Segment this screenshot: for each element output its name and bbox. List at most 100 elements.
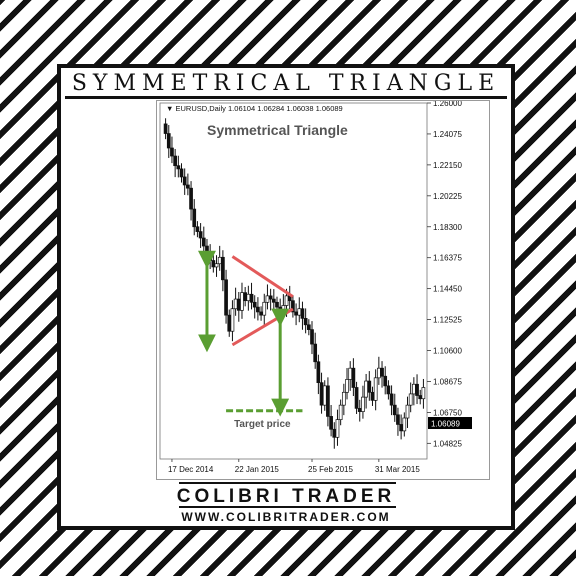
- candle-body: [354, 387, 359, 409]
- candle-body: [399, 424, 403, 432]
- y-tick-label: 1.20225: [433, 192, 462, 201]
- candle-body: [300, 308, 305, 319]
- triangle-upper-line: [231, 255, 294, 298]
- candle-body: [230, 308, 235, 332]
- candle-body: [319, 382, 324, 406]
- y-tick-label: 1.18300: [433, 223, 462, 232]
- candle-body: [322, 385, 327, 406]
- candle-body: [351, 367, 356, 388]
- current-price-tag: [428, 417, 472, 430]
- candle-body: [313, 343, 318, 363]
- candle-body: [303, 318, 308, 326]
- candle-body: [396, 414, 400, 425]
- brand-url: WWW.COLIBRITRADER.COM: [181, 510, 391, 524]
- candle-body: [192, 208, 197, 228]
- candle-body: [421, 387, 426, 400]
- candle-body: [332, 428, 337, 438]
- candle-body: [364, 380, 368, 398]
- title-divider: [65, 96, 507, 99]
- y-tick-label: 1.12525: [433, 316, 462, 325]
- y-tick-label: 1.24075: [433, 130, 462, 139]
- candle-body: [208, 253, 213, 261]
- candle-body: [326, 385, 330, 417]
- candle-body: [221, 256, 225, 281]
- candle-body: [297, 308, 302, 316]
- candle-body: [341, 391, 346, 406]
- current-price-label: 1.06089: [431, 420, 460, 429]
- candle-body: [268, 295, 273, 300]
- candle-body: [386, 385, 391, 395]
- x-tick-label: 22 Jan 2015: [235, 465, 280, 474]
- x-tick-label: 25 Feb 2015: [308, 465, 353, 474]
- candle-body: [412, 383, 416, 395]
- candle-body: [306, 324, 311, 330]
- brand-rule-bottom: [179, 506, 396, 508]
- candle-body: [240, 292, 244, 311]
- candle-body: [217, 256, 222, 265]
- candle-body: [198, 231, 203, 239]
- candle-body: [163, 123, 168, 134]
- candle-body: [246, 293, 251, 302]
- candle-body: [205, 245, 209, 255]
- chart-card: SYMMETRICAL TRIANGLE 1.26000 1.24075 1.221…: [57, 64, 515, 530]
- candle-body: [262, 301, 267, 316]
- candle-body: [176, 165, 181, 170]
- candle-body: [275, 301, 279, 308]
- y-tick-label: 1.10600: [433, 347, 462, 356]
- candle-body: [182, 176, 187, 186]
- candle-body: [389, 393, 394, 406]
- candle-body: [335, 419, 340, 438]
- candle-body: [338, 404, 343, 420]
- candle-body: [348, 367, 353, 380]
- candle-body: [376, 367, 381, 379]
- y-tick-label: 1.08675: [433, 377, 462, 386]
- y-tick-label: 1.04825: [433, 439, 462, 448]
- candle-body: [310, 329, 314, 345]
- candle-body: [265, 295, 270, 303]
- page-title: SYMMETRICAL TRIANGLE: [71, 71, 501, 96]
- candle-body: [284, 295, 289, 306]
- y-tick-label: 1.16375: [433, 254, 462, 263]
- candle-body: [224, 279, 228, 316]
- candle-body: [370, 391, 375, 401]
- candle-body: [249, 293, 254, 303]
- candle-body: [329, 416, 333, 430]
- price-chart: 1.26000 1.24075 1.22150 1.20225 1.18300 1.163…: [159, 99, 472, 474]
- candle-body: [373, 377, 378, 401]
- candle-body: [189, 187, 193, 210]
- candle-body: [252, 301, 257, 308]
- brand-rule-top: [179, 482, 396, 484]
- plot-frame: [159, 102, 428, 460]
- symbol-info: ▼ EURUSD,Daily 1.06104 1.06284 1.06038 1…: [166, 104, 343, 113]
- candle-body: [227, 314, 232, 332]
- target-price-label: Target price: [234, 419, 291, 430]
- candle-body: [201, 237, 206, 247]
- candle-body: [418, 395, 423, 400]
- candle-body: [211, 260, 216, 268]
- candle-body: [179, 168, 184, 178]
- candle-body: [408, 393, 413, 406]
- chart-panel: 1.26000 1.24075 1.22150 1.20225 1.18300 1.163…: [156, 99, 490, 480]
- candle-body: [367, 380, 372, 393]
- candle-body: [405, 404, 410, 419]
- x-tick-label: 31 Mar 2015: [375, 465, 420, 474]
- candle-body: [259, 311, 263, 316]
- candle-body: [243, 292, 248, 302]
- candle-body: [345, 379, 349, 393]
- x-tick-label: 17 Dec 2014: [168, 465, 214, 474]
- candle-body: [281, 305, 286, 311]
- candle-body: [380, 367, 384, 377]
- candle-body: [361, 396, 365, 412]
- y-tick-label: 1.22150: [433, 161, 462, 170]
- candle-body: [316, 361, 321, 384]
- candle-body: [236, 298, 241, 311]
- candle-body: [278, 306, 283, 311]
- y-tick-label: 1.06750: [433, 408, 462, 417]
- chart-title: Symmetrical Triangle: [207, 122, 348, 138]
- candle-body: [294, 311, 298, 316]
- candle-body: [415, 383, 419, 396]
- candle-body: [166, 133, 171, 149]
- candle-body: [256, 306, 260, 313]
- y-tick-label: 1.26000: [433, 101, 462, 108]
- brand-name: COLIBRI TRADER: [176, 486, 396, 507]
